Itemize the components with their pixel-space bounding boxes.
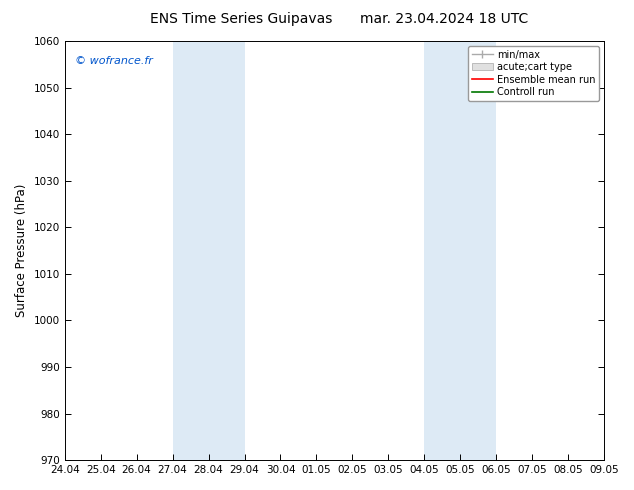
Bar — [172, 41, 245, 460]
Text: © wofrance.fr: © wofrance.fr — [75, 56, 153, 66]
Bar — [424, 41, 496, 460]
Y-axis label: Surface Pressure (hPa): Surface Pressure (hPa) — [15, 184, 28, 318]
Text: ENS Time Series Guipavas: ENS Time Series Guipavas — [150, 12, 332, 26]
Legend: min/max, acute;cart type, Ensemble mean run, Controll run: min/max, acute;cart type, Ensemble mean … — [468, 46, 599, 101]
Text: mar. 23.04.2024 18 UTC: mar. 23.04.2024 18 UTC — [359, 12, 528, 26]
